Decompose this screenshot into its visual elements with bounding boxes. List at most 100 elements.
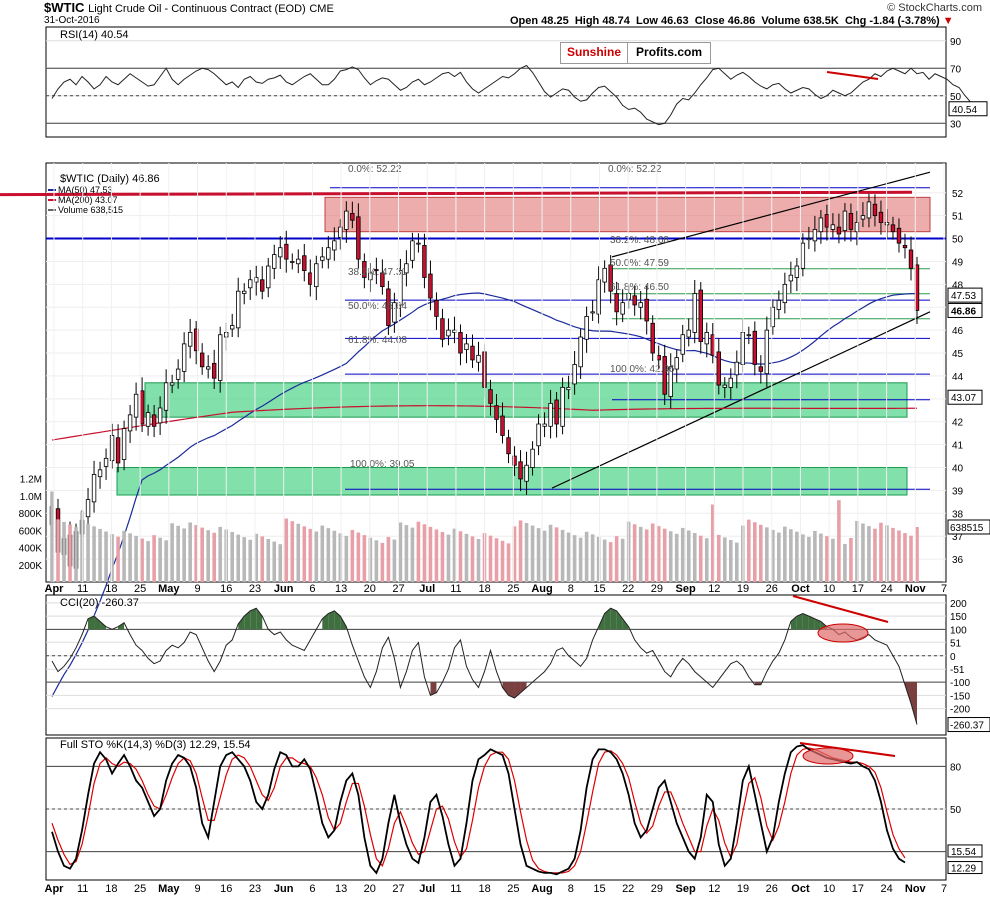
- candle-body: [428, 273, 433, 299]
- x-axis-label-top: May: [158, 583, 180, 595]
- x-axis-label-top: 17: [852, 583, 864, 595]
- volume-tick-label: 800K: [19, 509, 43, 520]
- candle-body: [368, 272, 373, 281]
- candle-body: [524, 464, 529, 482]
- volume-bar: [674, 533, 679, 582]
- x-axis-label-bottom: 24: [880, 883, 892, 895]
- cci-series-line: [51, 607, 918, 725]
- volume-bar: [524, 522, 529, 582]
- panel-frame-cci: [45, 594, 947, 736]
- volume-bar: [656, 526, 661, 582]
- volume-bar: [638, 526, 643, 582]
- candle-body: [338, 226, 343, 238]
- volume-bar: [494, 538, 499, 582]
- volume-bar: [176, 525, 180, 582]
- x-axis-label-top: 10: [823, 583, 835, 595]
- x-axis-label-bottom: 20: [364, 883, 376, 895]
- volume-bar: [434, 529, 439, 582]
- upper-channel-line: [611, 171, 931, 258]
- volume-bar: [92, 526, 96, 582]
- price-tick-label: 44: [952, 372, 964, 383]
- fib-label: 100.0%: 42.96: [610, 364, 675, 375]
- volume-bar: [242, 537, 247, 582]
- volume-bar: [410, 527, 415, 582]
- volume-bar: [56, 519, 60, 582]
- volume-bar: [909, 535, 913, 582]
- watermark-left: Sunshine: [561, 43, 629, 63]
- cci-negative-fill: [508, 682, 515, 699]
- candle-body: [404, 263, 409, 274]
- x-axis-label-top: 19: [737, 583, 749, 595]
- watermark-logo: Sunshine Profits.com: [560, 42, 712, 64]
- symbol: $WTIC: [44, 0, 85, 15]
- candle-body: [127, 414, 133, 432]
- rsi-label: RSI(14) 40.54: [60, 29, 128, 41]
- cci-current-value: -260.37: [950, 721, 984, 732]
- volume-bar: [404, 525, 409, 582]
- x-axis-label-top: 27: [392, 583, 404, 595]
- cci-positive-fill: [790, 616, 797, 630]
- candle-body: [530, 448, 535, 468]
- volume-bar: [789, 529, 793, 582]
- x-axis-label-top: 24: [880, 583, 892, 595]
- cci-negative-fill: [502, 682, 509, 696]
- volume-bar: [362, 535, 367, 582]
- volume-bar: [608, 542, 613, 582]
- x-axis-label-top: 11: [450, 583, 461, 595]
- sto-d-value: 15.54: [951, 847, 976, 858]
- candle-body: [878, 211, 884, 223]
- ohlc-summary: Open 48.25 High 48.74 Low 46.63 Close 46…: [510, 15, 954, 27]
- fib-label: 38.2%: 48.68: [610, 235, 669, 246]
- volume-bar: [152, 535, 156, 582]
- x-axis-label-bottom: 18: [479, 883, 491, 895]
- volume-bar: [206, 530, 210, 582]
- volume-current-box: [947, 519, 990, 535]
- candle-body: [842, 210, 848, 231]
- fib-label: 0.0%: 52.22: [348, 164, 402, 175]
- x-axis-label-bottom: 7: [941, 883, 947, 895]
- candle-body: [115, 437, 121, 464]
- candle-body: [860, 215, 866, 220]
- volume-bar: [759, 524, 763, 582]
- volume-current-label: 638515: [950, 523, 984, 534]
- volume-bar: [332, 530, 337, 582]
- candle-body: [908, 249, 914, 269]
- volume-bar: [668, 531, 673, 582]
- low-value: Low 46.63: [635, 15, 689, 27]
- candle-body: [163, 382, 169, 411]
- candle-body: [542, 423, 547, 427]
- volume-bar: [350, 529, 355, 582]
- candle-body: [217, 334, 223, 381]
- cci-negative-fill: [910, 682, 917, 725]
- candle-body: [121, 428, 127, 460]
- candle-body: [602, 267, 607, 283]
- volume-bar: [710, 504, 715, 582]
- candle-body: [578, 336, 583, 368]
- volume-bar: [530, 525, 535, 582]
- volume-bar: [512, 526, 517, 582]
- volume-bar: [662, 528, 667, 582]
- volume-bar: [807, 536, 811, 582]
- candle-body: [314, 263, 319, 288]
- volume-bar: [230, 532, 235, 582]
- volume-bar: [728, 540, 733, 582]
- volume-bar: [272, 541, 277, 582]
- price-tick-label: 42: [952, 418, 964, 429]
- source-logo: © StockCharts.com: [887, 2, 982, 14]
- x-axis-label-bottom: Sep: [676, 883, 696, 895]
- cci-tick-label: 100: [950, 625, 967, 636]
- candle-body: [596, 279, 601, 315]
- volume-bar: [116, 536, 120, 582]
- x-axis-label-bottom: 9: [194, 883, 200, 895]
- candle-body: [362, 261, 367, 278]
- candle-body: [722, 384, 727, 388]
- cci-tick-label: 200: [950, 599, 967, 610]
- volume-bar: [248, 539, 253, 582]
- candle-body: [326, 247, 331, 260]
- candle-body: [470, 345, 475, 361]
- x-axis-label-bottom: 22: [622, 883, 634, 895]
- candle-body: [205, 366, 211, 370]
- candle-body: [416, 242, 421, 245]
- instrument-name: Light Crude Oil - Continuous Contract (E…: [88, 3, 306, 15]
